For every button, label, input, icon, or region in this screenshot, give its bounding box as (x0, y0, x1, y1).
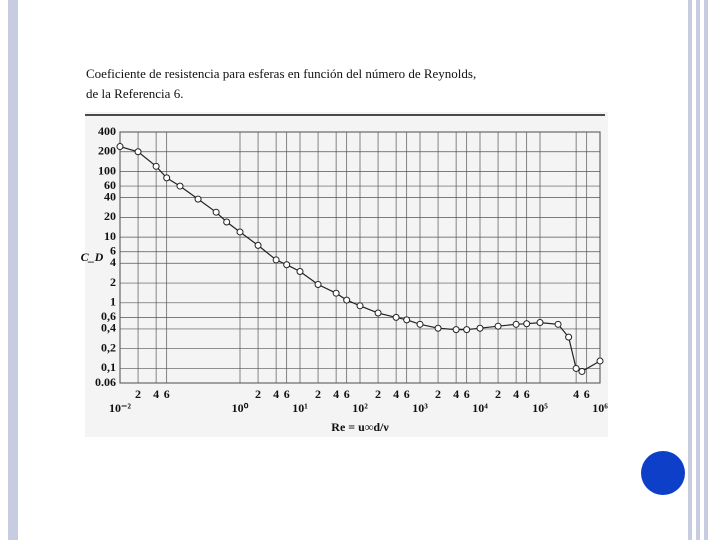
data-point (332, 289, 340, 297)
data-point (565, 333, 573, 341)
x-tick-label: 6 (584, 387, 590, 401)
y-tick-label: 200 (98, 144, 116, 158)
y-tick-label: 20 (104, 209, 116, 223)
data-point (523, 320, 531, 328)
y-tick-label: 0.06 (95, 375, 116, 389)
data-point (416, 320, 424, 328)
data-point (163, 174, 171, 182)
right-border (688, 0, 692, 540)
y-tick-label: 0,2 (101, 340, 116, 354)
data-point (374, 309, 382, 317)
x-tick-label: 6 (464, 387, 470, 401)
right-border (696, 0, 700, 540)
y-tick-label: 1 (110, 295, 116, 309)
data-point (254, 241, 262, 249)
data-point (194, 195, 202, 203)
x-tick-label: 10⁶ (592, 401, 608, 415)
data-point (512, 320, 520, 328)
x-tick-label: 10³ (412, 401, 428, 415)
x-tick-label: 10¹ (292, 401, 308, 415)
data-point (283, 261, 291, 269)
drag-curve (119, 146, 601, 373)
slide-bullet (641, 451, 685, 495)
left-border (8, 0, 18, 540)
x-tick-label: 4 (513, 387, 519, 401)
x-tick-label: 4 (333, 387, 339, 401)
x-tick-label: 10⁰ (232, 401, 249, 415)
data-point (554, 320, 562, 328)
data-point (212, 208, 220, 216)
y-axis-label: C_D (81, 250, 104, 264)
data-point (452, 326, 460, 334)
chart-title: Coeficiente de resistencia para esferas … (86, 66, 476, 81)
y-tick-label: 40 (104, 189, 116, 203)
data-point (314, 281, 322, 289)
y-tick-label: 0,4 (101, 321, 116, 335)
chart-title: de la Referencia 6. (86, 86, 183, 101)
y-tick-label: 0,6 (101, 309, 116, 323)
y-tick-label: 10 (104, 229, 116, 243)
data-point (116, 143, 124, 151)
x-tick-label: 2 (315, 387, 321, 401)
x-tick-label: 4 (453, 387, 459, 401)
data-point (296, 267, 304, 275)
x-tick-label: 2 (435, 387, 441, 401)
right-border (704, 0, 708, 540)
data-point (152, 162, 160, 170)
data-point (434, 324, 442, 332)
data-point (572, 364, 580, 372)
x-tick-label: 4 (393, 387, 399, 401)
data-point (176, 182, 184, 190)
x-tick-label: 2 (495, 387, 501, 401)
x-tick-label: 2 (255, 387, 261, 401)
data-point (494, 322, 502, 330)
x-tick-label: 4 (273, 387, 279, 401)
x-tick-label: 10² (352, 401, 368, 415)
x-tick-label: 6 (524, 387, 530, 401)
y-tick-label: 6 (110, 243, 116, 257)
x-tick-label: 4 (573, 387, 579, 401)
x-tick-label: 6 (164, 387, 170, 401)
x-tick-label: 4 (153, 387, 159, 401)
y-tick-label: 0,1 (101, 360, 116, 374)
x-tick-label: 10⁴ (472, 401, 488, 415)
data-point (476, 324, 484, 332)
data-point (134, 148, 142, 156)
data-point (272, 256, 280, 264)
y-tick-label: 100 (98, 163, 116, 177)
x-tick-label: 2 (135, 387, 141, 401)
y-tick-label: 60 (104, 178, 116, 192)
data-point (236, 228, 244, 236)
data-point (223, 218, 231, 226)
x-tick-label: 6 (344, 387, 350, 401)
x-tick-label: 10⁵ (532, 401, 548, 415)
data-point (392, 313, 400, 321)
x-tick-label: 2 (375, 387, 381, 401)
data-point (403, 316, 411, 324)
x-tick-label: 6 (404, 387, 410, 401)
x-tick-label: 10⁻² (109, 401, 131, 415)
data-point (578, 367, 586, 375)
y-tick-label: 4 (110, 255, 116, 269)
data-point (356, 302, 364, 310)
data-point (536, 319, 544, 327)
x-tick-label: 6 (284, 387, 290, 401)
y-tick-label: 2 (110, 275, 116, 289)
data-point (596, 357, 604, 365)
data-point (343, 296, 351, 304)
data-point (463, 326, 471, 334)
x-axis-label: Re = u∞d/ν (331, 420, 389, 434)
y-tick-label: 400 (98, 124, 116, 138)
